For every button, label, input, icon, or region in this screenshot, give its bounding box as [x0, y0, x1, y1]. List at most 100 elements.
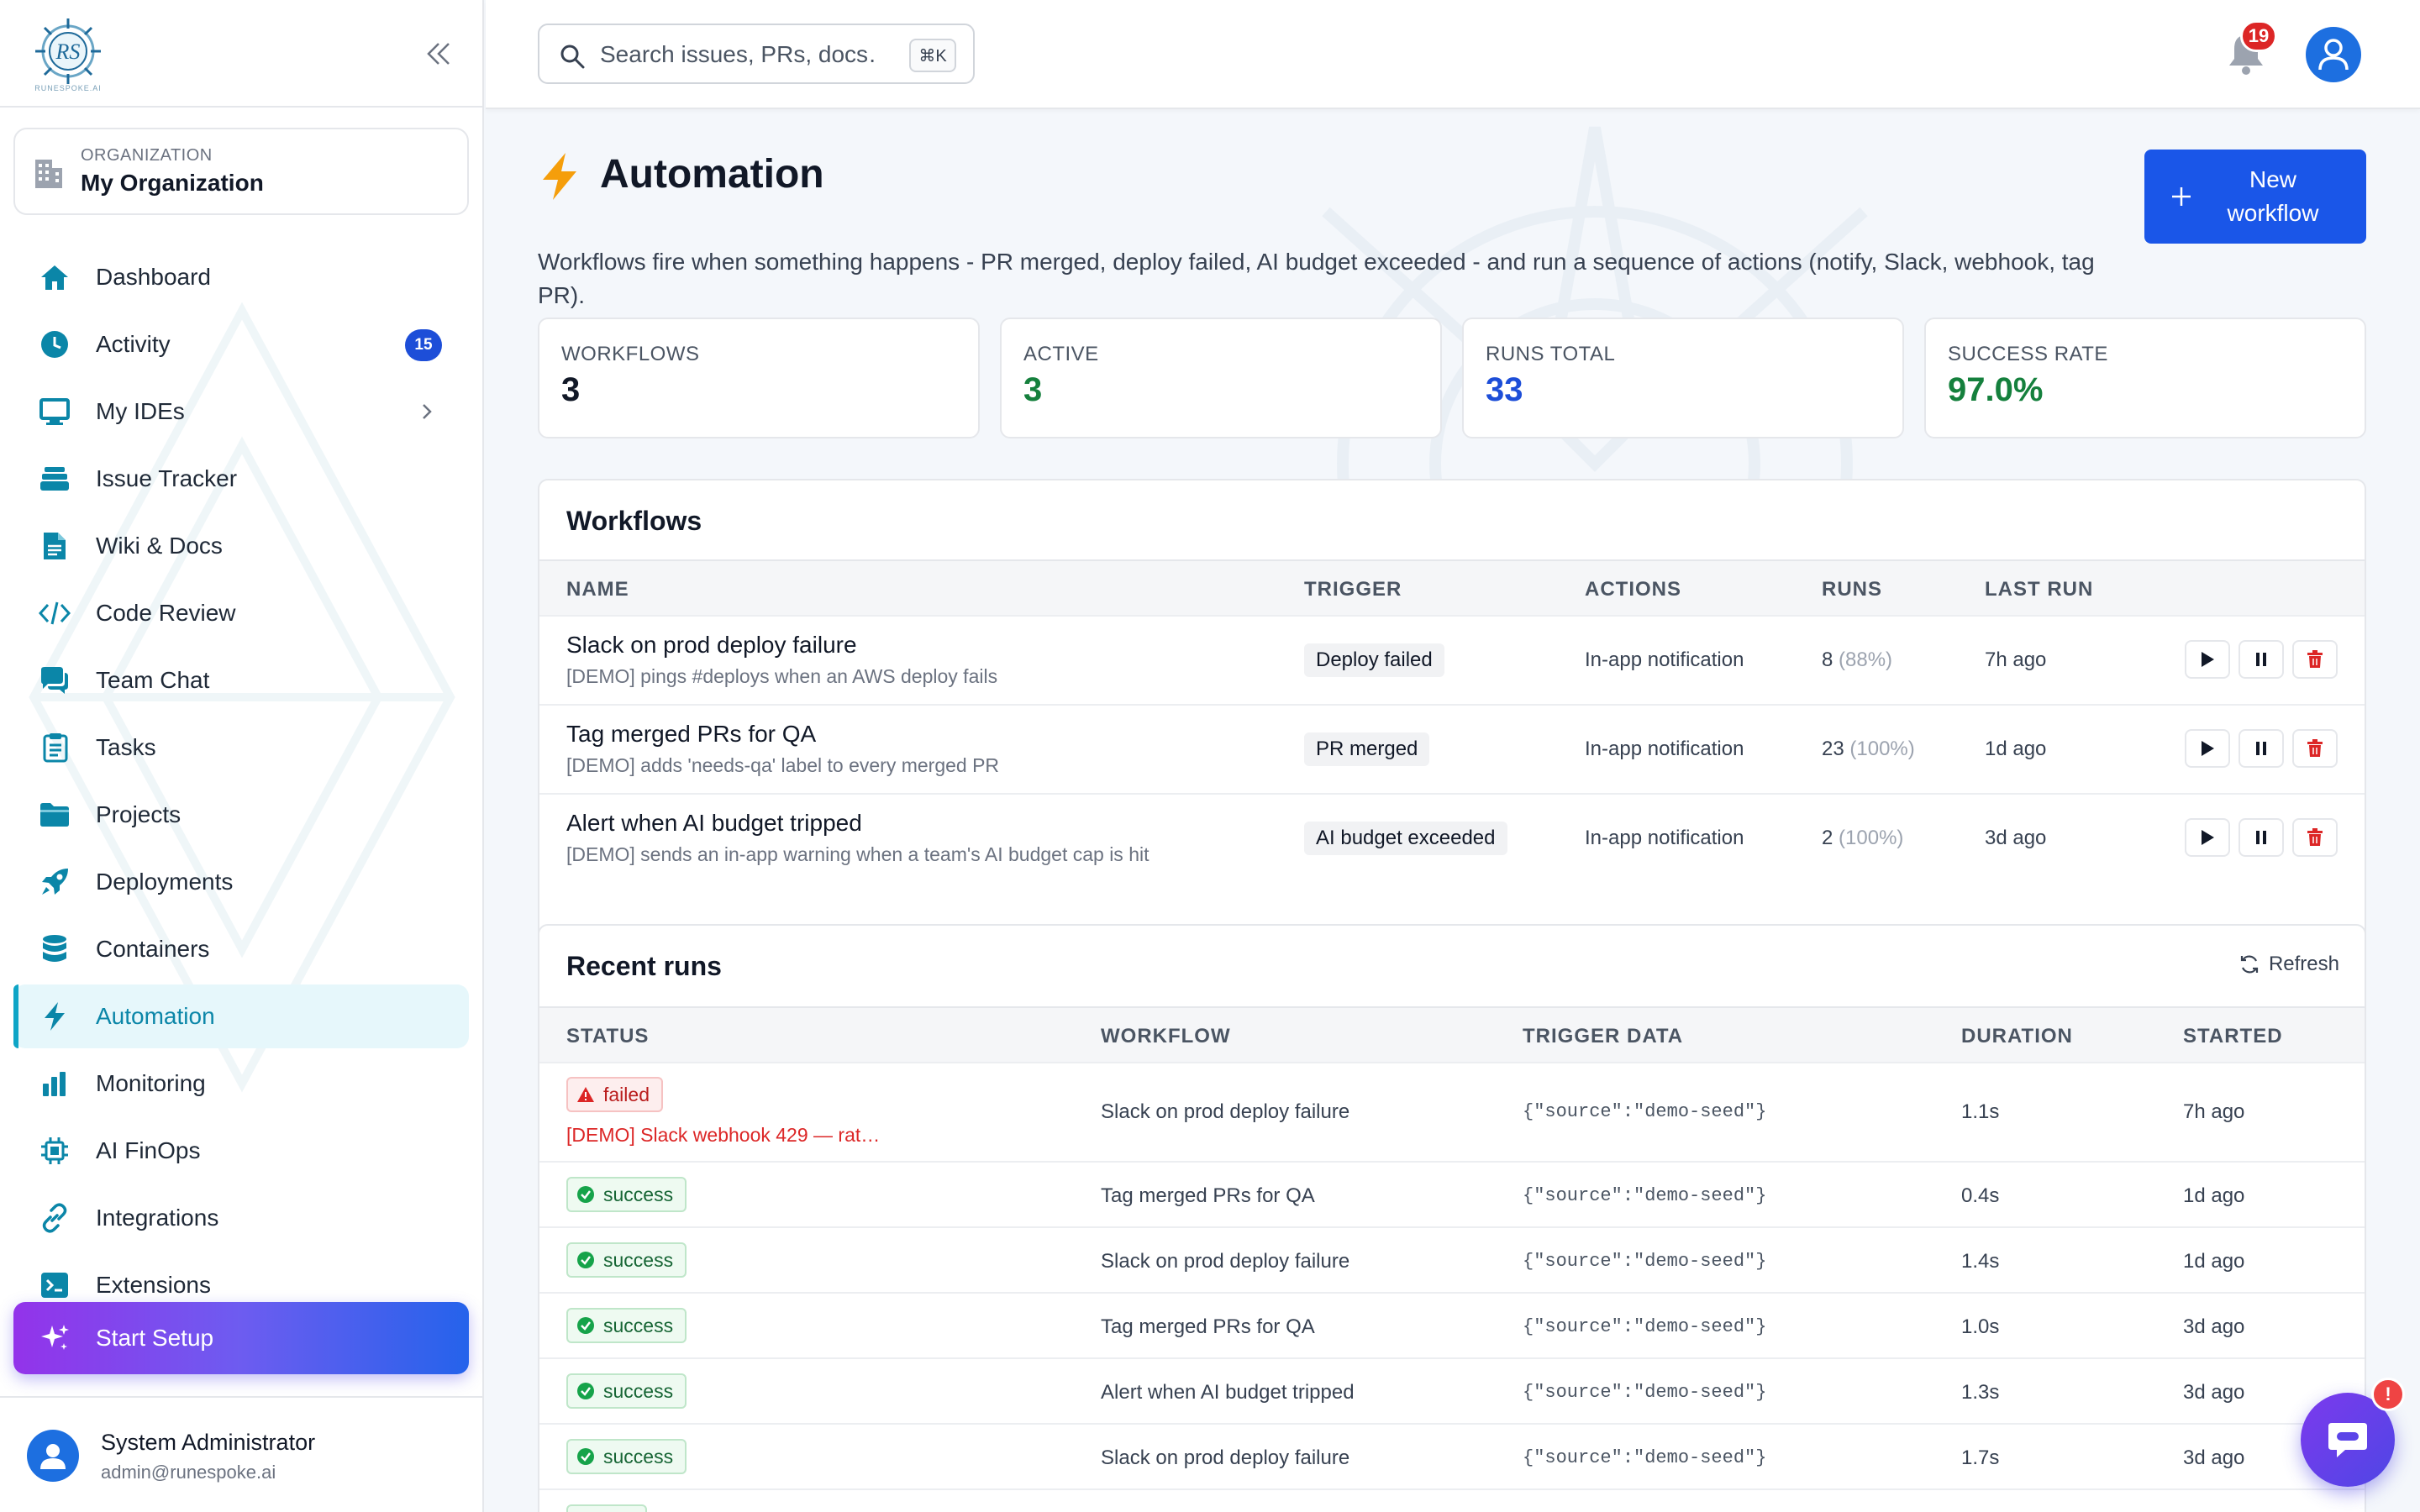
home-icon	[39, 261, 71, 293]
status-badge-success: success	[566, 1308, 687, 1343]
trigger-data: {"source":"demo-seed"}	[1523, 1316, 1767, 1337]
bolt-icon	[543, 153, 576, 200]
sidebar-item-label: Team Chat	[96, 667, 210, 693]
bolt-icon	[39, 1000, 71, 1032]
status-text: success	[603, 1314, 674, 1336]
sidebar-item-projects[interactable]: Projects	[13, 783, 469, 847]
sidebar-item-extensions[interactable]: Extensions	[13, 1253, 469, 1317]
sidebar-item-integrations[interactable]: Integrations	[13, 1186, 469, 1250]
search-box[interactable]: ⌘K	[538, 24, 975, 84]
trigger-badge: Deploy failed	[1304, 643, 1444, 677]
run-workflow-button[interactable]	[2185, 640, 2230, 679]
runespoke-logo[interactable]: RS	[34, 17, 103, 89]
building-icon	[35, 160, 62, 188]
sidebar-item-containers[interactable]: Containers	[13, 917, 469, 981]
recent-runs-card: Recent runs Refresh STATUS WORKFLOW TRIG…	[538, 924, 2366, 1512]
user-icon	[40, 1444, 66, 1469]
table-row[interactable]	[539, 1488, 2365, 1512]
trash-icon	[2307, 828, 2323, 846]
activity-count-badge: 15	[405, 329, 442, 361]
workflow-actions: In-app notification	[1585, 827, 1744, 849]
table-row[interactable]: success Tag merged PRs for QA {"source":…	[539, 1161, 2365, 1226]
col-header-started: STARTED	[2183, 1025, 2283, 1047]
play-icon	[2202, 652, 2214, 667]
sidebar-item-ai-finops[interactable]: AI FinOps	[13, 1119, 469, 1183]
table-row[interactable]: success Alert when AI budget tripped {"s…	[539, 1357, 2365, 1423]
sidebar-item-activity[interactable]: Activity 15	[13, 312, 469, 376]
delete-workflow-button[interactable]	[2292, 640, 2338, 679]
status-text: failed	[603, 1083, 650, 1105]
status-text: success	[603, 1445, 674, 1467]
organization-switcher[interactable]: ORGANIZATION My Organization	[13, 128, 469, 215]
status-badge-success: success	[566, 1242, 687, 1278]
warning-icon	[577, 1087, 594, 1102]
runs-value: 8	[1822, 648, 1833, 671]
pause-workflow-button[interactable]	[2238, 640, 2284, 679]
chevron-right-icon[interactable]	[417, 402, 437, 422]
trigger-data: {"source":"demo-seed"}	[1523, 1101, 1767, 1122]
refresh-label: Refresh	[2268, 953, 2339, 975]
table-row[interactable]: success Slack on prod deploy failure {"s…	[539, 1423, 2365, 1488]
recent-runs-title: Recent runs	[566, 951, 722, 981]
runs-value: 2	[1822, 827, 1833, 849]
check-circle-icon	[577, 1186, 594, 1203]
table-row[interactable]: success Tag merged PRs for QA {"source":…	[539, 1292, 2365, 1357]
runs-success-pct: (88%)	[1839, 648, 1893, 671]
table-row[interactable]: Tag merged PRs for QA [DEMO] adds 'needs…	[539, 704, 2365, 793]
sidebar-item-deployments[interactable]: Deployments	[13, 850, 469, 914]
workflow-name[interactable]: Slack on prod deploy failure	[566, 632, 857, 658]
run-workflow-name: Tag merged PRs for QA	[1101, 1315, 1315, 1338]
col-header-name: NAME	[566, 578, 629, 601]
status-badge-success: success	[566, 1373, 687, 1409]
user-icon	[2318, 39, 2349, 71]
error-message: [DEMO] Slack webhook 429 — rat…	[566, 1124, 881, 1146]
table-row[interactable]: Alert when AI budget tripped [DEMO] send…	[539, 793, 2365, 882]
sidebar-item-issue-tracker[interactable]: Issue Tracker	[13, 447, 469, 511]
pause-icon	[2256, 653, 2266, 666]
pause-workflow-button[interactable]	[2238, 729, 2284, 768]
stat-card-active: ACTIVE 3	[1000, 318, 1442, 438]
sparkles-icon	[41, 1325, 69, 1350]
layers-icon	[39, 463, 71, 495]
search-input[interactable]	[600, 37, 877, 72]
new-workflow-button[interactable]: New workflow	[2144, 150, 2366, 244]
run-workflow-button[interactable]	[2185, 818, 2230, 857]
run-workflow-button[interactable]	[2185, 729, 2230, 768]
sidebar-item-code-review[interactable]: Code Review	[13, 581, 469, 645]
pause-workflow-button[interactable]	[2238, 818, 2284, 857]
workflow-name[interactable]: Tag merged PRs for QA	[566, 721, 817, 747]
run-workflow-name: Alert when AI budget tripped	[1101, 1381, 1355, 1404]
sidebar-item-dashboard[interactable]: Dashboard	[13, 245, 469, 309]
terminal-icon	[39, 1269, 71, 1301]
refresh-button[interactable]: Refresh	[2238, 953, 2339, 976]
col-header-last-run: LAST RUN	[1985, 578, 2094, 601]
sidebar-item-wiki-docs[interactable]: Wiki & Docs	[13, 514, 469, 578]
run-started: 3d ago	[2183, 1446, 2245, 1469]
table-row[interactable]: failed [DEMO] Slack webhook 429 — rat… S…	[539, 1062, 2365, 1161]
play-icon	[2202, 830, 2214, 845]
run-duration: 0.4s	[1961, 1184, 2000, 1207]
run-started: 1d ago	[2183, 1250, 2245, 1273]
delete-workflow-button[interactable]	[2292, 729, 2338, 768]
chat-icon	[39, 664, 71, 696]
workflow-name[interactable]: Alert when AI budget tripped	[566, 810, 862, 836]
sidebar-item-monitoring[interactable]: Monitoring	[13, 1052, 469, 1116]
table-row[interactable]: Slack on prod deploy failure [DEMO] ping…	[539, 615, 2365, 704]
user-profile[interactable]: System Administrator admin@runespoke.ai	[0, 1396, 482, 1512]
workflow-actions: In-app notification	[1585, 738, 1744, 760]
sidebar-item-my-ides[interactable]: My IDEs	[13, 380, 469, 444]
rocket-icon	[39, 866, 71, 898]
table-row[interactable]: success Slack on prod deploy failure {"s…	[539, 1226, 2365, 1292]
stat-value: 3	[1023, 371, 1043, 408]
collapse-sidebar-icon[interactable]	[424, 39, 454, 69]
start-setup-button[interactable]: Start Setup	[13, 1302, 469, 1374]
sidebar-item-tasks[interactable]: Tasks	[13, 716, 469, 780]
delete-workflow-button[interactable]	[2292, 818, 2338, 857]
sidebar-item-label: Tasks	[96, 734, 156, 760]
sidebar-item-automation[interactable]: Automation	[13, 984, 469, 1048]
avatar[interactable]	[2306, 27, 2361, 82]
run-workflow-name: Slack on prod deploy failure	[1101, 1250, 1350, 1273]
sidebar-item-team-chat[interactable]: Team Chat	[13, 648, 469, 712]
sidebar-item-label: My IDEs	[96, 398, 185, 424]
status-text: success	[603, 1379, 674, 1402]
